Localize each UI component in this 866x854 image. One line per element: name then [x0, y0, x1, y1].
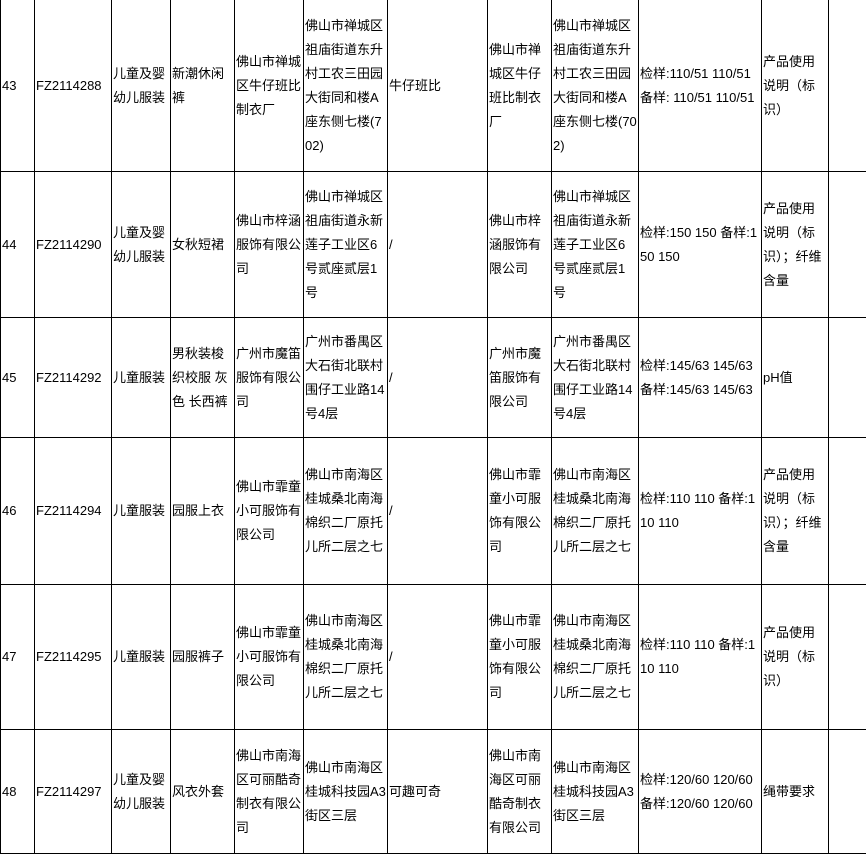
- cell-no: 46: [0, 437, 35, 585]
- cell-seller: 佛山市梓涵服饰有限公司: [487, 171, 552, 318]
- cell-items: 产品使用说明（标识）: [761, 584, 829, 730]
- cell-producer-address: 佛山市禅城区祖庙街道永新莲子工业区6号贰座贰层1号: [303, 171, 388, 318]
- cell-seller: 佛山市霏童小可服饰有限公司: [487, 584, 552, 730]
- cell-producer-address: 广州市番禺区大石街北联村围仔工业路14号4层: [303, 317, 388, 438]
- cell-items: pH值: [761, 317, 829, 438]
- cell-note: [828, 729, 866, 854]
- cell-seller: 佛山市南海区可丽酷奇制衣有限公司: [487, 729, 552, 854]
- cell-note: [828, 0, 866, 172]
- cell-no: 48: [0, 729, 35, 854]
- cell-category: 儿童服装: [111, 437, 171, 585]
- cell-product: 新潮休闲裤: [170, 0, 235, 172]
- cell-product: 园服裤子: [170, 584, 235, 730]
- cell-spec: 检样:110/51 110/51 备样: 110/51 110/51: [638, 0, 762, 172]
- cell-product: 男秋装梭织校服 灰色 长西裤: [170, 317, 235, 438]
- cell-brand: /: [387, 317, 488, 438]
- cell-producer: 佛山市南海区可丽酷奇制衣有限公司: [234, 729, 304, 854]
- cell-note: [828, 171, 866, 318]
- cell-no: 43: [0, 0, 35, 172]
- cell-seller-address: 广州市番禺区大石街北联村围仔工业路14号4层: [551, 317, 639, 438]
- cell-no: 47: [0, 584, 35, 730]
- cell-product: 女秋短裙: [170, 171, 235, 318]
- cell-code: FZ2114294: [34, 437, 112, 585]
- cell-producer: 佛山市霏童小可服饰有限公司: [234, 437, 304, 585]
- cell-brand: /: [387, 437, 488, 585]
- cell-producer-address: 佛山市南海区桂城科技园A3街区三层: [303, 729, 388, 854]
- cell-producer: 佛山市梓涵服饰有限公司: [234, 171, 304, 318]
- cell-category: 儿童服装: [111, 317, 171, 438]
- cell-brand: /: [387, 584, 488, 730]
- cell-code: FZ2114290: [34, 171, 112, 318]
- cell-producer-address: 佛山市南海区桂城桑北南海棉织二厂原托儿所二层之七: [303, 437, 388, 585]
- cell-producer-address: 佛山市禅城区祖庙街道东升村工农三田园大街同和楼A座东侧七楼(702): [303, 0, 388, 172]
- cell-code: FZ2114297: [34, 729, 112, 854]
- cell-no: 44: [0, 171, 35, 318]
- cell-code: FZ2114292: [34, 317, 112, 438]
- table-row: 48 FZ2114297 儿童及婴幼儿服装 风衣外套 佛山市南海区可丽酷奇制衣有限公司佛…: [0, 729, 866, 854]
- cell-producer: 广州市魔笛服饰有限公司: [234, 317, 304, 438]
- cell-product: 风衣外套: [170, 729, 235, 854]
- cell-no: 45: [0, 317, 35, 438]
- cell-spec: 检样:145/63 145/63 备样:145/63 145/63: [638, 317, 762, 438]
- cell-note: [828, 437, 866, 585]
- cell-seller-address: 佛山市南海区桂城桑北南海棉织二厂原托儿所二层之七: [551, 584, 639, 730]
- cell-seller-address: 佛山市禅城区祖庙街道东升村工农三田园大街同和楼A座东侧七楼(702): [551, 0, 639, 172]
- cell-seller: 广州市魔笛服饰有限公司: [487, 317, 552, 438]
- cell-category: 儿童及婴幼儿服装: [111, 0, 171, 172]
- table-row: 43 FZ2114288 儿童及婴幼儿服装 新潮休闲裤 佛山市禅城区牛仔班比制衣厂 佛山市…: [0, 0, 866, 172]
- cell-category: 儿童服装: [111, 584, 171, 730]
- cell-seller-address: 佛山市禅城区祖庙街道永新莲子工业区6号贰座贰层1号: [551, 171, 639, 318]
- cell-category: 儿童及婴幼儿服装: [111, 729, 171, 854]
- cell-product: 园服上衣: [170, 437, 235, 585]
- cell-producer-address: 佛山市南海区桂城桑北南海棉织二厂原托儿所二层之七: [303, 584, 388, 730]
- cell-category: 儿童及婴幼儿服装: [111, 171, 171, 318]
- cell-items: 产品使用说明（标识）；纤维含量: [761, 171, 829, 318]
- cell-brand: /: [387, 171, 488, 318]
- cell-brand: 牛仔班比: [387, 0, 488, 172]
- cell-items: 产品使用说明（标识）；纤维含量: [761, 437, 829, 585]
- table-row: 44 FZ2114290 儿童及婴幼儿服装 女秋短裙 佛山市梓涵服饰有限公司 佛山市禅城区…: [0, 171, 866, 318]
- cell-items: 产品使用说明（标识）: [761, 0, 829, 172]
- cell-code: FZ2114295: [34, 584, 112, 730]
- cell-spec: 检样:120/60 120/60 备样:120/60 120/60: [638, 729, 762, 854]
- table-row: 47 FZ2114295 儿童服装 园服裤子 佛山市霏童小可服饰有限公司 佛山市南海区桂城…: [0, 584, 866, 730]
- cell-seller: 佛山市霏童小可服饰有限公司: [487, 437, 552, 585]
- cell-producer: 佛山市禅城区牛仔班比制衣厂: [234, 0, 304, 172]
- cell-spec: 检样:110 110 备样:110 110: [638, 584, 762, 730]
- table-row: 46 FZ2114294 儿童服装 园服上衣 佛山市霏童小可服饰有限公司 佛山市南海区桂城…: [0, 437, 866, 585]
- cell-note: [828, 317, 866, 438]
- cell-seller-address: 佛山市南海区桂城科技园A3街区三层: [551, 729, 639, 854]
- cell-seller-address: 佛山市南海区桂城桑北南海棉织二厂原托儿所二层之七: [551, 437, 639, 585]
- cell-note: [828, 584, 866, 730]
- cell-brand: 可趣可奇: [387, 729, 488, 854]
- cell-code: FZ2114288: [34, 0, 112, 172]
- cell-items: 绳带要求: [761, 729, 829, 854]
- cell-spec: 检样:150 150 备样:150 150: [638, 171, 762, 318]
- cell-spec: 检样:110 110 备样:110 110: [638, 437, 762, 585]
- cell-producer: 佛山市霏童小可服饰有限公司: [234, 584, 304, 730]
- cell-seller: 佛山市禅城区牛仔班比制衣厂: [487, 0, 552, 172]
- table-row: 45 FZ2114292 儿童服装 男秋装梭织校服 灰色 长西裤 广州市魔笛服饰有限公司…: [0, 317, 866, 438]
